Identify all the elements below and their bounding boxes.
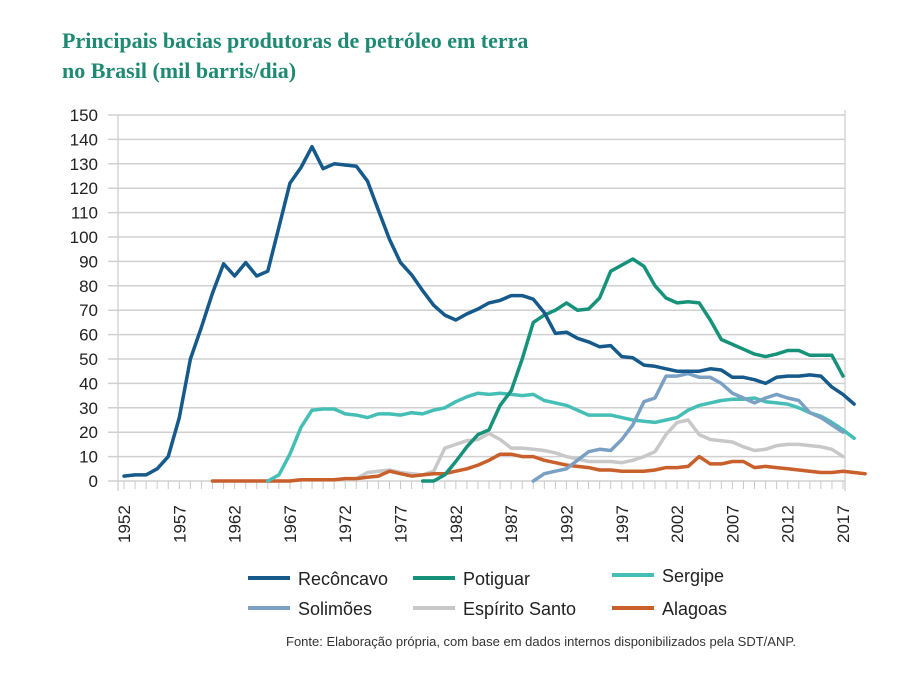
legend-label: Recôncavo bbox=[298, 569, 388, 589]
y-tick-label: 80 bbox=[79, 277, 98, 296]
series-line-sergipe bbox=[266, 391, 856, 483]
gridlines bbox=[108, 114, 845, 482]
x-tick-label: 1967 bbox=[281, 505, 300, 543]
y-tick-label: 90 bbox=[79, 252, 98, 271]
x-axis: 1952 1957 1962 1967 1972 1977 1982 1987 1992 1997… bbox=[115, 110, 853, 543]
x-tick-label: 2017 bbox=[834, 505, 853, 543]
chart-title-line1: Principais bacias produtoras de petróleo… bbox=[62, 28, 529, 53]
y-tick-label: 70 bbox=[79, 301, 98, 320]
y-tick-label: 150 bbox=[70, 106, 98, 125]
y-tick-label: 30 bbox=[79, 399, 98, 418]
y-axis-ticks: 0 10 20 30 40 50 60 70 80 90 100 110 120 130 140 150 bbox=[70, 106, 98, 491]
legend: Recôncavo Potiguar Sergipe Solimões Espírito… bbox=[248, 566, 727, 619]
y-tick-label: 40 bbox=[79, 374, 98, 393]
y-tick-label: 60 bbox=[79, 326, 98, 345]
x-tick-label: 2012 bbox=[779, 505, 798, 543]
x-tick-label: 2007 bbox=[723, 505, 742, 543]
series-line-rec-ncavo bbox=[122, 144, 856, 478]
x-tick-label: 1987 bbox=[502, 505, 521, 543]
series-line-esp-rito-santo bbox=[354, 418, 845, 481]
legend-label: Espírito Santo bbox=[463, 599, 576, 619]
x-tick-label: 1952 bbox=[115, 505, 134, 543]
legend-label: Potiguar bbox=[463, 569, 530, 589]
y-tick-label: 140 bbox=[70, 130, 98, 149]
legend-label: Solimões bbox=[298, 599, 372, 619]
y-tick-label: 10 bbox=[79, 448, 98, 467]
chart-title-line2: no Brasil (mil barris/dia) bbox=[62, 58, 297, 83]
series-line-solim-es bbox=[531, 371, 845, 483]
x-tick-label: 1962 bbox=[226, 505, 245, 543]
legend-label: Alagoas bbox=[662, 599, 727, 619]
x-tick-label: 1997 bbox=[613, 505, 632, 543]
series-line-potiguar bbox=[420, 257, 845, 483]
x-tick-label: 1957 bbox=[170, 505, 189, 543]
x-tick-label: 2002 bbox=[668, 505, 687, 543]
series-line-alagoas bbox=[210, 452, 867, 483]
y-tick-label: 130 bbox=[70, 155, 98, 174]
chart-title: Principais bacias produtoras de petróleo… bbox=[62, 26, 662, 86]
x-tick-label: 1972 bbox=[336, 505, 355, 543]
y-tick-label: 20 bbox=[79, 423, 98, 442]
source-note: Fonte: Elaboração própria, com base em d… bbox=[286, 634, 796, 649]
y-tick-label: 0 bbox=[89, 472, 98, 491]
series-lines bbox=[122, 144, 867, 483]
y-tick-label: 100 bbox=[70, 228, 98, 247]
x-tick-label: 1982 bbox=[447, 505, 466, 543]
x-tick-label: 1992 bbox=[557, 505, 576, 543]
y-tick-label: 50 bbox=[79, 350, 98, 369]
x-tick-label: 1977 bbox=[392, 505, 411, 543]
legend-label: Sergipe bbox=[662, 566, 724, 586]
y-tick-label: 120 bbox=[70, 179, 98, 198]
y-tick-label: 110 bbox=[71, 204, 98, 223]
